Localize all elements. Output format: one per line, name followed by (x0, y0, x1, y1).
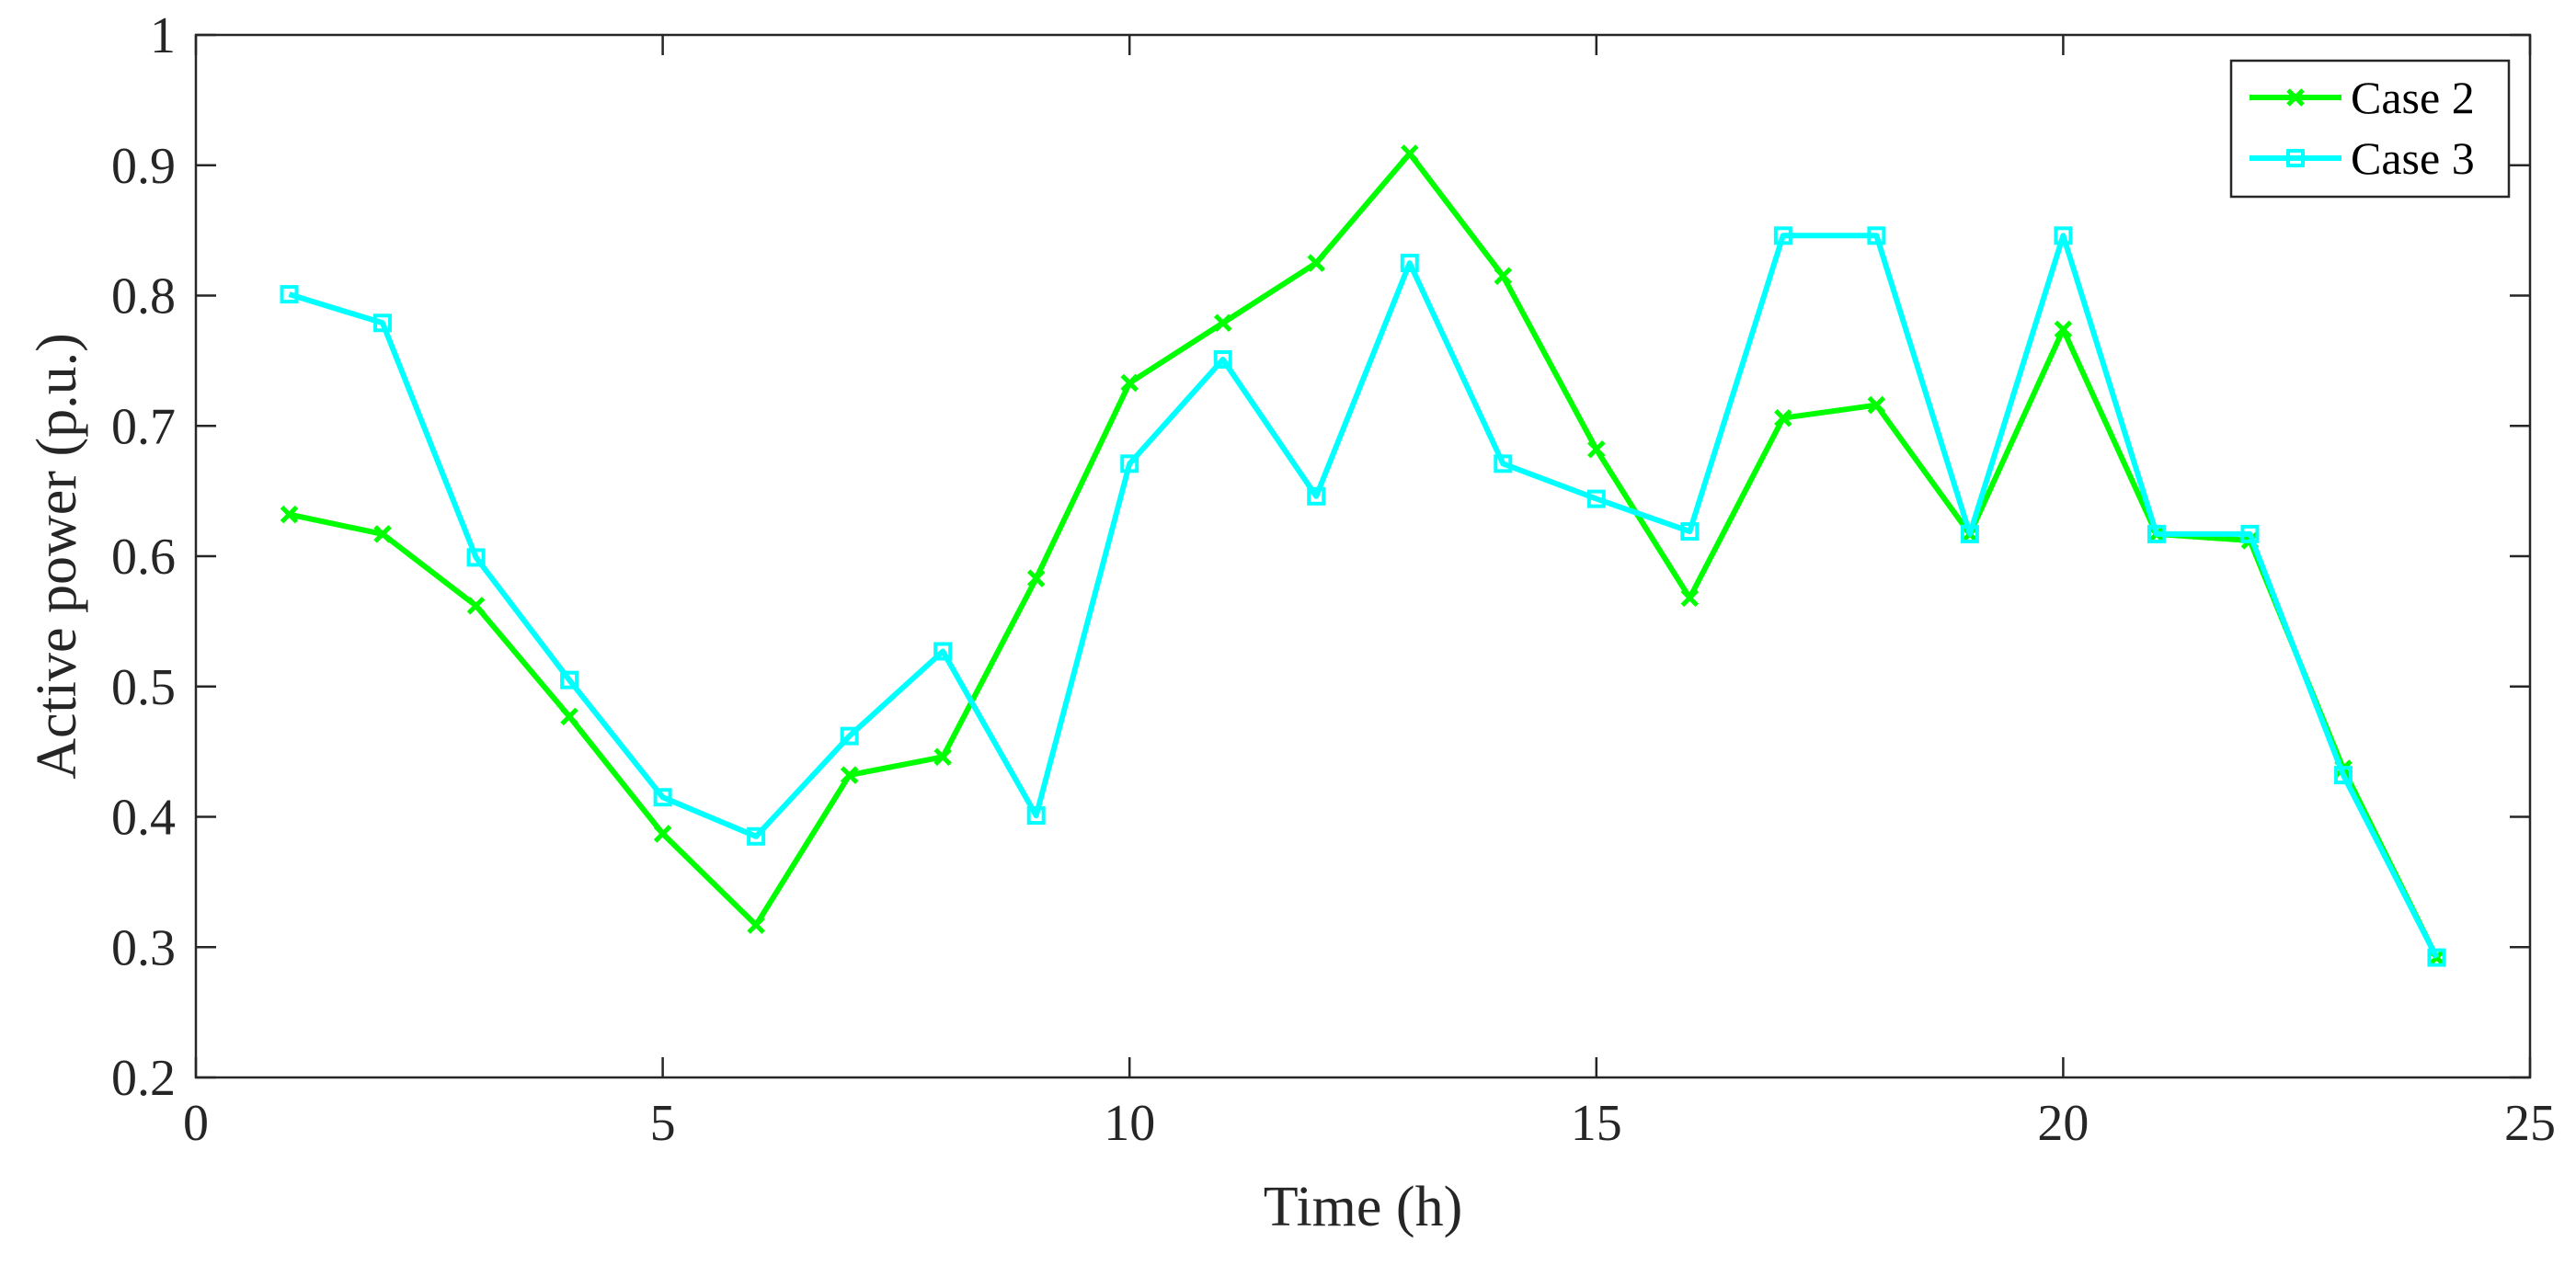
y-tick-label: 0.2 (111, 1050, 176, 1107)
series-line-case-3 (288, 233, 2440, 959)
data-point-case-3 (840, 726, 859, 746)
data-point-case-3 (280, 285, 299, 304)
plot-frame (194, 33, 2532, 1079)
series-case-2 (280, 144, 2446, 967)
data-point-case-3 (1867, 226, 1886, 245)
y-tick-label: 0.7 (111, 398, 176, 455)
data-point-case-2-stroke-b (1774, 408, 1792, 427)
data-point-case-2 (1680, 588, 1700, 608)
data-point-case-2-stroke-b (1867, 395, 1886, 415)
data-point-case-3 (2333, 766, 2353, 785)
y-tick-label: 0.8 (111, 268, 176, 325)
data-point-case-2 (1867, 395, 1886, 415)
data-point-case-3 (560, 670, 579, 689)
legend-box (2229, 59, 2511, 199)
y-axis-title: Active power (p.u.) (26, 333, 88, 780)
data-point-case-2 (840, 766, 859, 784)
data-point-case-2 (373, 525, 392, 543)
data-point-case-2-stroke-b (1400, 144, 1419, 163)
data-point-case-2 (1213, 313, 1232, 333)
data-point-case-2-stroke-b (466, 597, 486, 615)
x-tick-label: 0 (183, 1095, 209, 1152)
data-point-case-3 (2054, 226, 2073, 245)
data-point-case-2-stroke-b (1494, 267, 1513, 286)
data-point-case-2-stroke-b (840, 766, 859, 784)
data-point-case-2 (653, 825, 672, 843)
data-point-case-2-stroke-b (280, 505, 299, 524)
data-point-case-3 (1773, 226, 1792, 245)
data-point-case-3 (653, 788, 672, 807)
data-point-case-3 (1586, 489, 1606, 508)
data-point-case-3 (1307, 486, 1326, 506)
data-point-case-2 (933, 747, 952, 767)
data-point-case-3 (2240, 524, 2260, 543)
series-line-case-2 (288, 151, 2440, 959)
x-tick-label: 10 (1104, 1095, 1155, 1152)
data-point-case-2-stroke-b (2054, 320, 2073, 339)
y-tick-label: 1 (150, 7, 176, 64)
data-point-case-2 (466, 597, 486, 615)
legend-marker-case-3 (2286, 149, 2305, 167)
data-point-case-2 (1307, 254, 1326, 272)
series-layer (280, 144, 2446, 967)
data-point-case-2-stroke-b (1213, 313, 1232, 333)
data-point-case-3 (1960, 524, 1979, 543)
data-point-case-3 (1213, 349, 1232, 369)
data-point-case-2-stroke-b (373, 525, 392, 543)
x-tick-label: 25 (2504, 1095, 2556, 1152)
data-point-case-2-stroke-b (1120, 373, 1139, 393)
data-point-case-3 (1400, 254, 1419, 273)
y-tick-label: 0.9 (111, 138, 176, 195)
legend-label-case-2: Case 2 (2351, 72, 2475, 123)
data-point-case-3 (2427, 948, 2446, 967)
x-tick-label: 5 (650, 1095, 676, 1152)
y-tick-label: 0.4 (111, 790, 176, 847)
y-tick-label: 0.5 (111, 659, 176, 716)
data-point-case-2-stroke-b (1680, 588, 1700, 608)
x-axis-title: Time (h) (1264, 1176, 1462, 1238)
legend-label-case-3: Case 3 (2351, 132, 2475, 184)
data-point-case-2 (1587, 439, 1606, 459)
x-tick-label: 20 (2037, 1095, 2089, 1152)
data-point-case-3 (2147, 524, 2166, 543)
x-tick-label: 15 (1571, 1095, 1622, 1152)
data-point-case-2-stroke-b (933, 747, 952, 767)
y-tick-label: 0.6 (111, 529, 176, 586)
data-point-case-2 (560, 707, 578, 726)
data-point-case-3 (1494, 454, 1513, 473)
data-point-case-2 (1400, 144, 1419, 163)
data-point-case-2 (1120, 373, 1139, 393)
labels-layer: 0 5 10 15 20 25 0.2 0.3 0.4 0.5 0.6 0.7 0.8 0.9 1 (111, 7, 2556, 1152)
legend-marker-case-2 (2286, 88, 2305, 107)
data-point-case-2-stroke-b (747, 916, 765, 934)
data-point-case-2 (280, 505, 299, 524)
data-point-case-3 (933, 642, 953, 661)
data-point-case-2 (1774, 408, 1792, 427)
data-point-case-2-stroke-b (1587, 439, 1606, 459)
data-point-case-3 (466, 548, 486, 567)
data-point-case-2 (747, 916, 765, 934)
y-tick-label: 0.3 (111, 919, 176, 976)
data-point-case-2-stroke-b (1026, 569, 1046, 587)
data-point-case-2-stroke-b (653, 825, 672, 843)
data-point-case-3 (1026, 806, 1046, 826)
data-point-case-3 (1120, 454, 1139, 473)
legend: Case 2 Case 3 (2229, 59, 2511, 199)
data-point-case-2-stroke-b (560, 707, 578, 726)
data-point-case-2 (1026, 569, 1046, 587)
legend-marker-case-2-stroke-b (2286, 88, 2305, 107)
data-point-case-3 (1680, 522, 1700, 541)
data-point-case-3 (747, 826, 766, 846)
data-point-case-2 (2054, 320, 2073, 339)
data-point-case-2-stroke-b (1307, 254, 1326, 272)
data-point-case-2 (1494, 267, 1513, 286)
series-case-3 (280, 226, 2446, 967)
data-point-case-3 (373, 313, 393, 333)
